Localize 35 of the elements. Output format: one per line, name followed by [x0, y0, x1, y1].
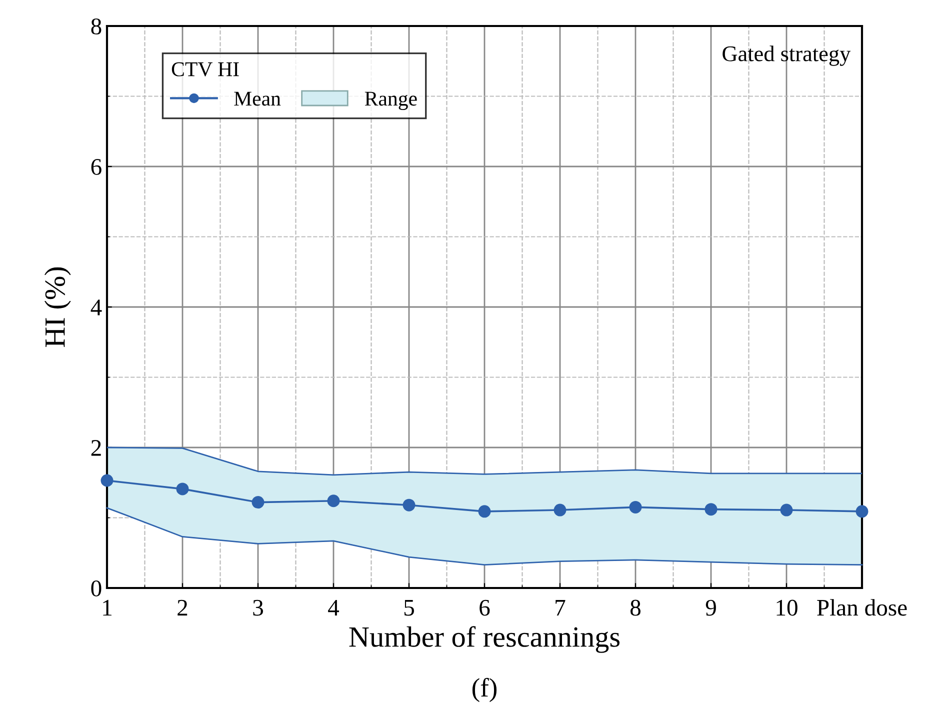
point: [478, 505, 491, 518]
x-tick-label: 9: [706, 600, 716, 616]
y-tick-label: 2: [91, 440, 101, 456]
x-tick-label: 7: [556, 600, 566, 616]
y-axis-title: HI (%): [44, 267, 71, 348]
line-series: [106, 507, 863, 566]
x-tick-label: 2: [178, 600, 188, 616]
point: [780, 504, 793, 516]
point: [100, 474, 114, 487]
x-tick-label: 3: [253, 600, 263, 616]
x-tick-label: 10: [776, 600, 798, 616]
legend-title: CTV HI: [172, 62, 239, 76]
point: [629, 500, 642, 514]
point: [704, 503, 718, 516]
legend-label: Mean: [234, 92, 281, 106]
x-tick-label: 1: [103, 600, 112, 616]
x-tick-label: 5: [404, 600, 414, 616]
point: [327, 494, 340, 508]
x-tick-label: Plan dose: [817, 599, 907, 616]
x-tick-label: 6: [480, 600, 490, 616]
y-tick-label: 0: [91, 580, 102, 596]
y-tick-label: 4: [90, 300, 102, 316]
point: [252, 496, 264, 509]
legend-label: Range: [364, 92, 417, 110]
y-tick-label: 8: [91, 18, 102, 34]
point: [176, 482, 189, 496]
x-axis-title: Number of rescannings: [349, 626, 620, 653]
x-tick-label: 4: [328, 600, 340, 616]
y-tick-label: 6: [91, 159, 102, 175]
point: [402, 498, 416, 512]
text: (f): [472, 678, 497, 702]
point: [856, 505, 868, 518]
point: [554, 504, 566, 516]
annotation: Gated strategy: [722, 46, 851, 66]
x-tick-label: 8: [630, 600, 641, 616]
